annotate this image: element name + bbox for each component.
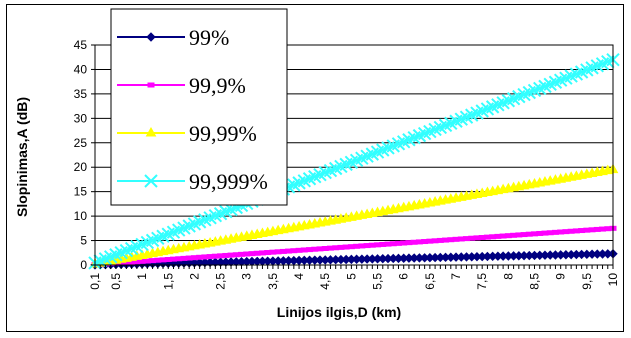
x-tick-label: 4 bbox=[292, 273, 306, 280]
legend-item: 99,99% bbox=[117, 121, 257, 146]
x-tick-label: 0,1 bbox=[88, 273, 102, 290]
x-tick-label: 2,5 bbox=[214, 273, 228, 290]
y-tick-label: 25 bbox=[74, 136, 88, 150]
x-tick-label: 9,5 bbox=[580, 273, 594, 290]
y-tick-label: 10 bbox=[74, 209, 88, 223]
y-tick-label: 35 bbox=[74, 87, 88, 101]
y-tick-label: 5 bbox=[80, 234, 87, 248]
legend-item: 99,9% bbox=[117, 73, 246, 98]
x-tick-label: 3 bbox=[240, 273, 254, 280]
y-tick-label: 45 bbox=[74, 38, 88, 52]
x-tick-label: 2 bbox=[187, 273, 201, 280]
x-tick-label: 5,5 bbox=[371, 273, 385, 290]
chart-svg: 0 5 10 15 20 25 30 35 40 45 0,1 0,5 1 1,5 2 2,5 3 3,5 4 4,5… bbox=[14, 8, 620, 320]
y-tick-label: 30 bbox=[74, 111, 88, 125]
x-tick-label: 1 bbox=[135, 273, 149, 280]
x-tick-label: 7 bbox=[449, 273, 463, 280]
chart-frame: 0 5 10 15 20 25 30 35 40 45 0,1 0,5 1 1,5 2 2,5 3 3,5 4 4,5… bbox=[6, 4, 624, 332]
legend-label: 99,999% bbox=[189, 169, 268, 194]
legend-box bbox=[110, 8, 288, 206]
series-2 bbox=[89, 163, 619, 268]
y-tick-label: 20 bbox=[74, 160, 88, 174]
axis-layer: 0 5 10 15 20 25 30 35 40 45 0,1 0,5 1 1,5 2 2,5 3 3,5 4 4,5… bbox=[74, 38, 620, 290]
legend-marker bbox=[144, 174, 158, 188]
x-tick-label: 1,5 bbox=[161, 273, 175, 290]
legend-marker bbox=[146, 32, 156, 42]
plot-area-border bbox=[94, 44, 614, 266]
x-tick-label: 6 bbox=[397, 273, 411, 280]
x-tick-label: 0,5 bbox=[109, 273, 123, 290]
y-tick-label: 40 bbox=[74, 62, 88, 76]
legend-item: 99,999% bbox=[117, 169, 268, 194]
x-tick-label: 9 bbox=[554, 273, 568, 280]
legend-item: 99% bbox=[117, 25, 229, 50]
legend-label: 99,9% bbox=[189, 73, 246, 98]
x-axis-title: Linijos ilgis,D (km) bbox=[277, 304, 401, 320]
x-tick-label: 6,5 bbox=[423, 273, 437, 290]
x-tick-label: 8 bbox=[501, 273, 515, 280]
series-1 bbox=[91, 225, 617, 268]
legend: 99% 99,9% 99,99% 99,999% bbox=[110, 8, 288, 206]
legend-label: 99,99% bbox=[189, 121, 257, 146]
x-tick-label: 3,5 bbox=[266, 273, 280, 290]
x-tick-label: 4,5 bbox=[318, 273, 332, 290]
y-tick-label: 0 bbox=[80, 258, 87, 272]
legend-marker bbox=[145, 126, 157, 137]
x-marker-stroke bbox=[144, 174, 158, 188]
x-tick-label: 10 bbox=[606, 273, 620, 287]
legend-label: 99% bbox=[189, 25, 229, 50]
x-tick-label: 5 bbox=[344, 273, 358, 280]
legend-marker bbox=[147, 82, 155, 88]
x-tick-label: 7,5 bbox=[475, 273, 489, 290]
y-tick-label: 15 bbox=[74, 185, 88, 199]
y-axis-title: Slopinimas,A (dB) bbox=[14, 97, 30, 217]
series-line bbox=[94, 58, 614, 264]
x-tick-label: 8,5 bbox=[528, 273, 542, 290]
